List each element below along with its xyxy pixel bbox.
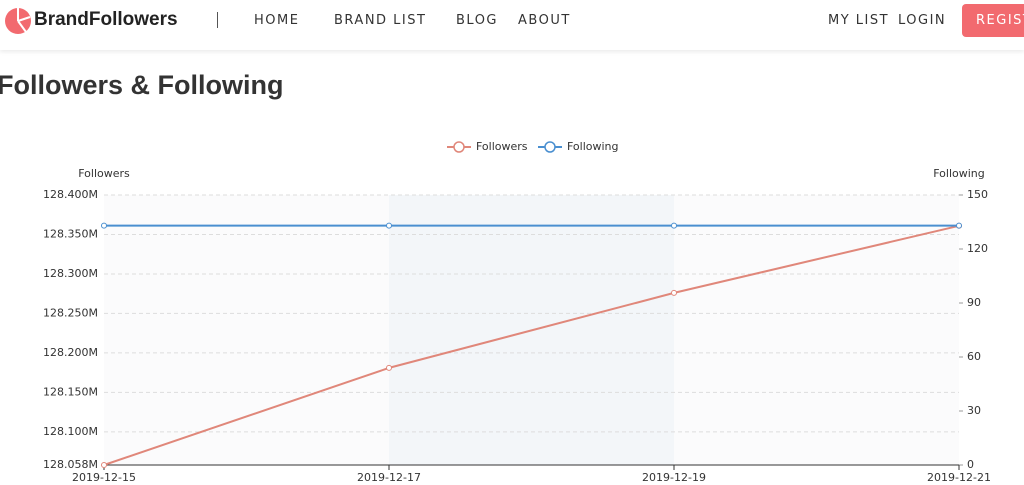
legend-label: Followers — [476, 140, 528, 153]
nav-link[interactable]: HOME — [254, 13, 300, 28]
legend-marker — [453, 141, 465, 153]
point — [101, 462, 107, 468]
y-tick-label: 128.350M — [43, 227, 98, 240]
x-tick-label: 2019-12-19 — [642, 471, 706, 484]
legend-label: Following — [567, 140, 619, 153]
y-tick-label: 128.150M — [43, 385, 98, 398]
point — [101, 222, 107, 229]
logo[interactable]: BrandFollowers — [34, 9, 178, 30]
point — [386, 364, 392, 371]
y-tick-label: 128.400M — [43, 188, 98, 201]
logo-icon — [5, 8, 31, 34]
x-tick-label: 2019-12-15 — [72, 471, 136, 484]
nav-link[interactable]: BRAND LIST — [334, 13, 427, 28]
nav-link[interactable]: BLOG — [456, 13, 499, 28]
y2-tick-label: 150 — [967, 188, 988, 201]
page-title: Followers & Following — [0, 70, 284, 100]
legend-marker — [544, 141, 556, 153]
y-tick-label: 128.300M — [43, 267, 98, 280]
y-tick-label: 128.100M — [43, 425, 98, 438]
y2-tick-label: 0 — [967, 458, 974, 471]
point — [671, 222, 677, 229]
split-area — [674, 195, 959, 465]
x-tick-label: 2019-12-21 — [927, 471, 991, 484]
divider — [217, 12, 218, 28]
y2-axis-label: Following — [933, 167, 985, 180]
nav-link[interactable]: ABOUT — [518, 13, 571, 28]
split-area — [104, 195, 389, 465]
y2-tick-label: 30 — [967, 404, 981, 417]
y2-tick-label: 120 — [967, 242, 988, 255]
y-axis-label: Followers — [78, 167, 130, 180]
series-line — [103, 224, 960, 466]
nav-link[interactable]: LOGIN — [898, 13, 947, 28]
y2-tick-label: 60 — [967, 350, 981, 363]
y-tick-label: 128.200M — [43, 346, 98, 359]
nav-bar: BrandFollowers HOME BRAND LIST BLOG ABOU… — [0, 0, 1024, 50]
y-tick-label: 128.058M — [43, 458, 98, 471]
point — [671, 289, 677, 296]
point — [956, 222, 962, 229]
y2-tick-label: 90 — [967, 296, 981, 309]
x-tick-label: 2019-12-17 — [357, 471, 421, 484]
point — [386, 222, 392, 229]
nav-link[interactable]: MY LIST — [828, 13, 890, 28]
y-tick-label: 128.250M — [43, 306, 98, 319]
register-button[interactable]: REGIST — [962, 4, 1024, 37]
